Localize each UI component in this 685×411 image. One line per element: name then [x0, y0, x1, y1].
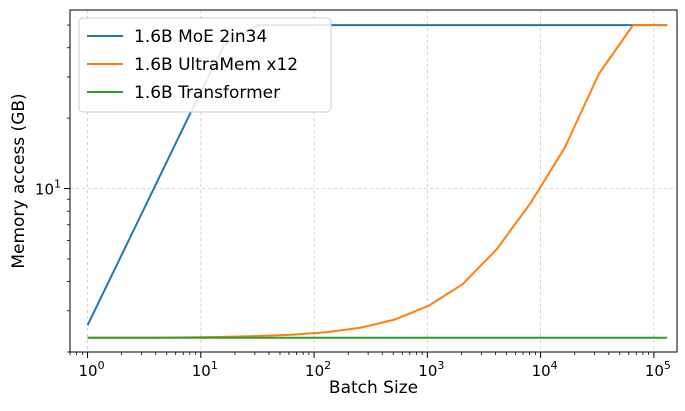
x-tick-label-1: 101 [192, 359, 218, 380]
x-tick-label-5: 105 [645, 359, 671, 380]
series-line-0 [86, 24, 668, 326]
x-axis-label: Batch Size [329, 378, 418, 398]
legend-label-1: 1.6B UltraMem x12 [134, 55, 298, 75]
plot-frame [69, 9, 678, 353]
axes: 100 101 102 103 104 105 101 Batch Size Memory ac… [9, 9, 678, 398]
x-tick-label-0: 100 [78, 359, 104, 380]
legend-box [78, 17, 332, 113]
series-lines [86, 24, 668, 339]
x-tick-label-2: 102 [305, 359, 331, 380]
x-tick-label-3: 103 [418, 359, 444, 380]
legend: 1.6B MoE 2in34 1.6B UltraMem x12 1.6B Tran… [78, 17, 332, 113]
y-tick-label-0: 101 [35, 178, 61, 199]
x-tick-label-4: 104 [532, 359, 558, 380]
y-axis-label: Memory access (GB) [9, 93, 29, 268]
legend-label-0: 1.6B MoE 2in34 [134, 27, 267, 47]
legend-label-2: 1.6B Transformer [134, 83, 280, 103]
